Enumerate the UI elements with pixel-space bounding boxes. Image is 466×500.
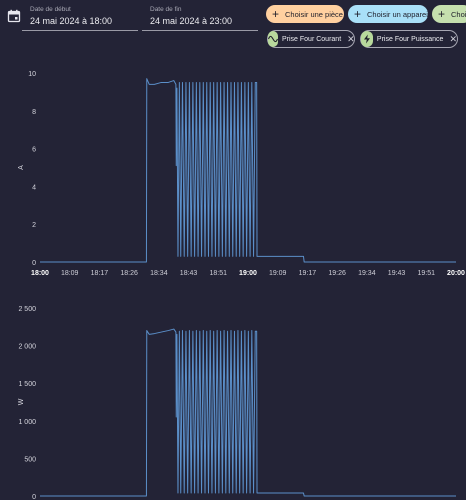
chip-prise-four-puissance[interactable]: Prise Four Puissance ✕	[360, 30, 458, 48]
x-tick-label: 18:34	[150, 270, 168, 277]
y-tick-label: 500	[24, 456, 36, 463]
x-tick-label: 19:51	[418, 270, 436, 277]
series-line	[40, 328, 456, 497]
end-date-field[interactable]: Date de fin 24 mai 2024 à 23:00	[142, 3, 258, 31]
y-axis-label: A	[18, 165, 25, 170]
x-tick-label: 20:00	[447, 270, 465, 277]
start-date-field[interactable]: Date de début 24 mai 2024 à 18:00	[22, 3, 138, 31]
toolbar: Date de début 24 mai 2024 à 18:00 Date d…	[0, 0, 466, 58]
plus-icon: +	[354, 7, 362, 21]
x-tick-label: 19:43	[388, 270, 406, 277]
start-date-label: Date de début	[30, 6, 71, 13]
x-tick-label: 18:17	[91, 270, 109, 277]
start-date-value: 24 mai 2024 à 18:00	[30, 16, 113, 26]
y-tick-label: 2 000	[18, 344, 36, 351]
x-tick-label: 18:26	[120, 270, 138, 277]
x-tick-label: 18:43	[180, 270, 198, 277]
y-tick-label: 2	[32, 222, 36, 229]
x-tick-label: 19:17	[299, 270, 317, 277]
series-line	[40, 78, 456, 263]
end-date-label: Date de fin	[150, 6, 182, 13]
choose-room-label: Choisir une pièce	[285, 9, 343, 19]
y-tick-label: 6	[32, 147, 36, 154]
plus-icon: +	[272, 7, 280, 21]
y-tick-label: 8	[32, 109, 36, 116]
chip-label: Prise Four Puissance	[376, 35, 444, 43]
choose-room-button[interactable]: + Choisir une pièce	[266, 5, 344, 23]
choose-device-button[interactable]: + Choisir un appareil	[348, 5, 428, 23]
current-chart: 0 2 4 6 8 10 A 18:00 18:09 18:17 18:26 18:34 18:43 18…	[18, 71, 465, 277]
y-tick-label: 1 000	[18, 419, 36, 426]
x-tick-label: 18:09	[61, 270, 79, 277]
power-chart: 0 500 1 000 1 500 2 000 2 500 W	[18, 306, 456, 500]
x-tick-label: 19:00	[239, 270, 257, 277]
chip-label: Prise Four Courant	[282, 35, 342, 43]
choose-device-label: Choisir un appareil	[367, 9, 428, 19]
calendar-icon[interactable]	[7, 9, 21, 23]
y-axis-label: W	[18, 398, 25, 405]
x-tick-label: 19:26	[328, 270, 346, 277]
x-tick-label: 19:34	[358, 270, 376, 277]
sine-wave-icon	[268, 31, 278, 47]
y-tick-label: 0	[32, 494, 36, 500]
chip-prise-four-courant[interactable]: Prise Four Courant ✕	[267, 30, 355, 48]
x-tick-label: 18:00	[31, 270, 49, 277]
y-tick-label: 1 500	[18, 381, 36, 388]
y-tick-label: 0	[32, 260, 36, 267]
end-date-value: 24 mai 2024 à 23:00	[150, 16, 233, 26]
choose-entity-button[interactable]: + Choisir	[432, 5, 466, 23]
close-icon[interactable]: ✕	[449, 33, 457, 44]
y-tick-label: 10	[28, 71, 36, 78]
y-tick-label: 2 500	[18, 306, 36, 313]
choose-entity-label: Choisir	[451, 9, 466, 19]
x-tick-label: 19:09	[269, 270, 287, 277]
close-icon[interactable]: ✕	[347, 33, 355, 44]
lightning-icon	[361, 31, 373, 47]
x-tick-label: 18:51	[210, 270, 228, 277]
plus-icon: +	[438, 7, 446, 21]
y-tick-label: 4	[32, 184, 36, 191]
